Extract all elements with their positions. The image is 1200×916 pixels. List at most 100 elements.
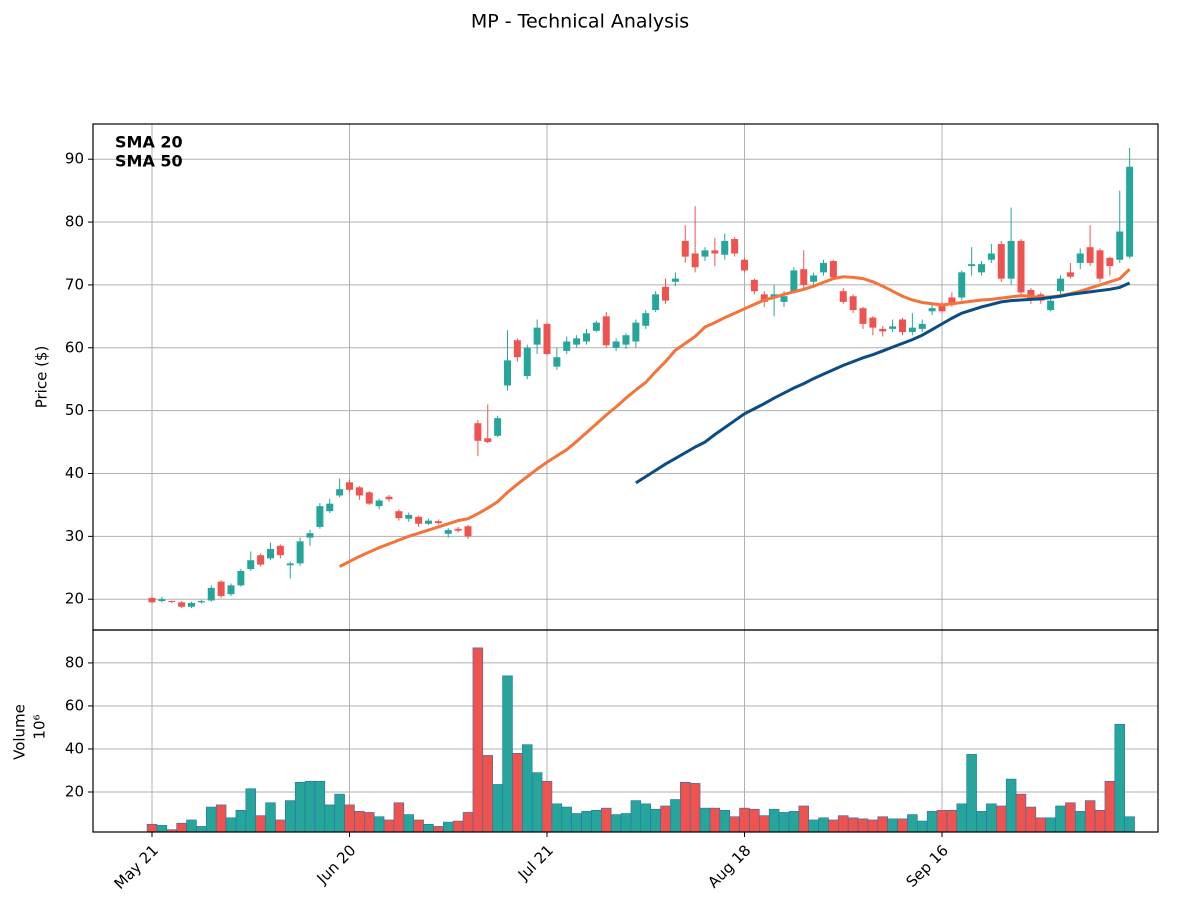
candle-body	[691, 253, 699, 268]
candle-body	[168, 601, 176, 603]
axes-frame	[92, 123, 1159, 631]
volume-bar	[1094, 809, 1106, 833]
volume-bar	[828, 819, 839, 833]
chart-title: MP - Technical Analysis	[471, 11, 689, 33]
candle-body	[938, 303, 946, 312]
volume-bar	[1084, 800, 1096, 833]
candle-body	[859, 308, 867, 324]
candle-body	[346, 482, 353, 490]
candle-body	[336, 489, 344, 496]
y-tick-label: 80	[65, 653, 84, 671]
volume-bar	[314, 780, 326, 833]
candle-body	[997, 244, 1005, 279]
volume-bar	[818, 817, 829, 833]
candle-body	[652, 294, 660, 311]
legend-entry: SMA 20	[115, 133, 183, 152]
volume-bar	[808, 819, 819, 833]
volume-bar	[225, 817, 237, 833]
volume-bar	[660, 805, 671, 833]
volume-bar	[976, 811, 987, 833]
volume-bar	[255, 815, 266, 833]
y-tick-label: 20	[65, 782, 84, 800]
volume-bar	[847, 817, 859, 833]
volume-bar	[788, 811, 800, 833]
volume-bar	[344, 804, 355, 833]
volume-bar	[1005, 778, 1017, 833]
candle-body	[1126, 166, 1134, 257]
candle-body	[217, 581, 225, 597]
volume-bar	[1025, 806, 1037, 833]
candle-body	[148, 597, 156, 603]
candle-body	[1086, 247, 1094, 263]
x-tick-label: Jul 21	[514, 841, 557, 884]
candle-body	[612, 341, 620, 348]
volume-bar	[996, 805, 1007, 833]
candle-body	[355, 487, 363, 496]
candle-body	[899, 319, 906, 333]
volume-bar	[334, 793, 345, 833]
candle-body	[1066, 272, 1074, 277]
candle-body	[918, 323, 926, 329]
volume-bar	[689, 783, 701, 833]
volume-bar	[1045, 817, 1056, 833]
volume-bar	[186, 819, 197, 833]
volume-bar	[966, 754, 977, 833]
volume-bar	[729, 816, 740, 833]
candle-body	[178, 602, 186, 607]
candle-body	[622, 335, 630, 345]
volume-bar	[917, 820, 928, 833]
candle-body	[671, 278, 679, 282]
candle-body	[326, 503, 334, 512]
volume-bar	[285, 800, 296, 833]
volume-bar	[1035, 817, 1046, 833]
volume-bar	[324, 804, 335, 833]
candle-body	[197, 601, 205, 603]
sma-line	[338, 268, 1131, 568]
candle-body	[662, 286, 669, 301]
candle-body	[563, 341, 571, 351]
candle-body	[731, 239, 739, 254]
candle-body	[741, 259, 748, 271]
y-tick-label: 60	[65, 338, 84, 356]
candle-body	[948, 297, 956, 306]
candle-body	[365, 492, 373, 504]
volume-bar	[778, 812, 790, 833]
volume-offset-label: 10⁶	[31, 714, 49, 739]
candle-body	[474, 423, 482, 441]
candle-body	[276, 545, 284, 556]
volume-bar	[206, 806, 217, 833]
candle-body	[286, 563, 294, 566]
volume-bar	[610, 814, 622, 833]
volume-bar	[1104, 780, 1116, 833]
volume-bar	[749, 808, 760, 833]
x-tick-label: Sep 16	[902, 841, 952, 891]
candle-body	[1017, 240, 1025, 293]
axes-frame	[92, 629, 1159, 833]
volume-bar	[907, 814, 918, 833]
volume-bar	[630, 800, 642, 833]
candle-body	[849, 296, 857, 311]
candle-body	[375, 500, 383, 507]
volume-bar	[156, 825, 168, 833]
volume-bar	[512, 752, 523, 833]
candle-body	[385, 496, 393, 500]
volume-bar	[433, 826, 444, 833]
volume-bar	[986, 803, 997, 833]
candle-body	[820, 262, 827, 273]
y-tick-label: 60	[65, 696, 84, 714]
candle-body	[1096, 250, 1104, 279]
candle-body	[889, 326, 897, 329]
y-tick-label: 40	[65, 464, 84, 482]
candle-body	[750, 279, 758, 292]
volume-bar	[759, 815, 770, 833]
volume-bar	[887, 818, 898, 833]
volume-bar	[482, 755, 493, 833]
candle-body	[188, 602, 195, 607]
y-tick-label: 20	[65, 590, 84, 608]
volume-bar	[897, 818, 908, 833]
y-tick-label: 70	[65, 275, 84, 293]
volume-bar	[364, 812, 375, 833]
volume-bar	[620, 813, 632, 833]
candle-body	[968, 264, 976, 267]
